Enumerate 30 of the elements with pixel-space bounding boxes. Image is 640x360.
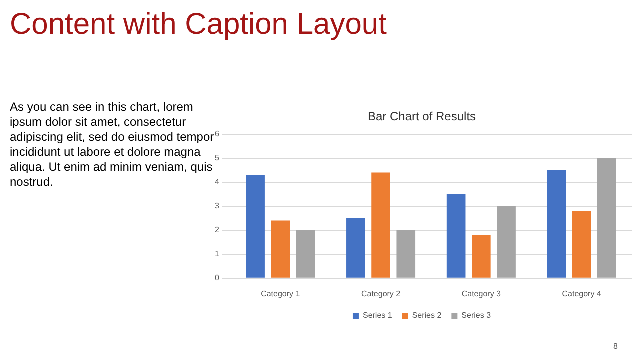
legend-label: Series 1 [362,311,393,320]
legend-label: Series 3 [462,311,492,320]
x-tick-label: Category 4 [562,289,602,298]
bar [372,172,390,278]
text: As you can see in this chart, lorem ipsum dolor sit amet, consectetur adipiscing elit, sed do eiusmod tempor incididunt ut labore et dolore magna aliqua. Ut enim ad minim veniam, quis nostrud. [10,100,215,190]
bar [597,158,616,278]
bar [547,170,566,278]
text: 8 [614,342,618,351]
y-tick-label: 0 [214,274,220,283]
bar [271,220,290,278]
bar [572,211,592,278]
bar [346,218,366,278]
bar [396,230,416,278]
bar [296,230,316,278]
x-tick-label: Category 1 [261,289,301,298]
bar [497,206,516,278]
chart-subtitle: Bar Chart of Results [368,110,476,124]
y-tick-label: 6 [214,130,220,139]
legend-label: Series 2 [412,311,442,320]
x-tick-label: Category 3 [462,289,502,298]
y-tick-label: 1 [214,250,220,259]
bar [446,194,466,278]
chart-title: Content with Caption Layout [10,8,387,42]
y-tick-label: 3 [214,202,220,211]
bar [472,235,491,278]
y-tick-label: 5 [214,154,220,163]
bar [246,175,265,278]
y-tick-label: 4 [214,178,220,187]
y-tick-label: 2 [214,226,220,235]
x-tick-label: Category 2 [361,289,402,298]
